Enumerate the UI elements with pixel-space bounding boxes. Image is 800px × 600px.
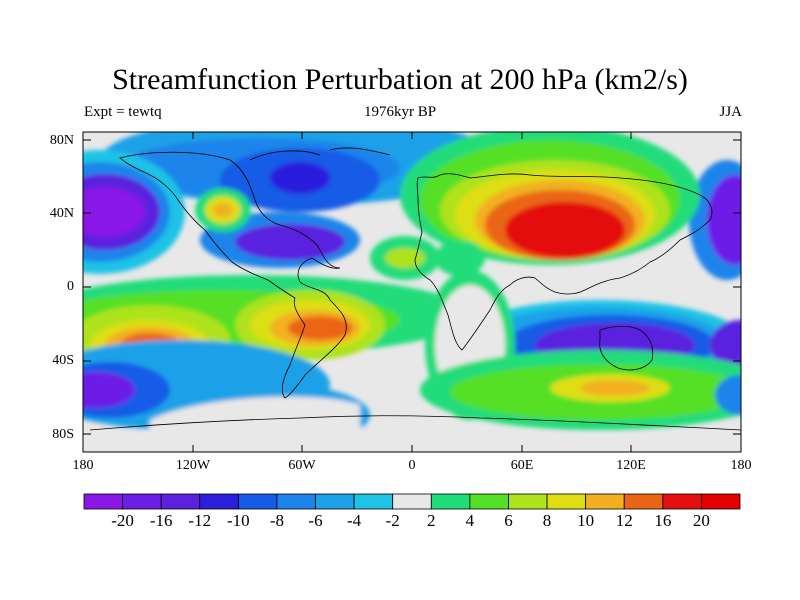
colorbar-swatch <box>469 493 509 510</box>
lon-label-0: 0 <box>408 458 416 473</box>
colorbar-swatch <box>160 493 201 510</box>
colorbar-label: 4 <box>465 511 475 530</box>
lon-label-60e: 60E <box>510 458 534 473</box>
colorbar-swatch <box>199 493 239 510</box>
colorbar-label: -20 <box>111 511 134 530</box>
colorbar-swatch <box>623 493 664 510</box>
colorbar-swatch <box>122 493 162 510</box>
lat-label-40n: 40N <box>49 206 74 221</box>
lat-label-80s: 80S <box>52 427 74 442</box>
lon-label-180e: 180 <box>730 458 752 473</box>
colorbar-label: -2 <box>385 511 400 530</box>
colorbar-label: -8 <box>269 511 285 530</box>
plot-title: Streamfunction Perturbation at 200 hPa (… <box>112 63 688 96</box>
season-label: JJA <box>719 104 742 120</box>
colorbar-swatch <box>353 493 394 510</box>
colorbar-swatch <box>276 493 316 510</box>
lat-label-40s: 40S <box>52 353 74 368</box>
colorbar-label: 6 <box>504 511 513 530</box>
colorbar <box>83 493 741 510</box>
colorbar-label: -16 <box>149 511 173 530</box>
colorbar-swatch <box>662 493 702 510</box>
colorbar-swatch <box>430 493 471 510</box>
lon-label-60w: 60W <box>288 458 316 473</box>
colorbar-swatch <box>237 493 278 510</box>
colorbar-label: -6 <box>308 511 323 530</box>
colorbar-label: -4 <box>347 511 362 530</box>
colorbar-label: 2 <box>427 511 436 530</box>
colorbar-label: 20 <box>692 511 710 530</box>
colorbar-swatch <box>315 493 355 510</box>
colorbar-swatch <box>508 493 548 510</box>
axis-ticks <box>83 132 741 452</box>
colorbar-label: 12 <box>615 511 633 530</box>
time-label: 1976kyr BP <box>363 104 437 120</box>
colorbar-swatch <box>701 493 741 510</box>
colorbar-label: 8 <box>542 511 552 530</box>
coastlines <box>89 147 741 431</box>
colorbar-swatch <box>392 493 432 510</box>
streamfunction-field <box>83 132 741 452</box>
colorbar-swatch <box>546 493 587 510</box>
colorbar-label: -10 <box>227 511 250 530</box>
colorbar-swatch <box>83 493 123 510</box>
lon-label-120e: 120E <box>616 458 646 473</box>
colorbar-swatch <box>585 493 625 510</box>
lat-label-80n: 80N <box>49 133 74 148</box>
colorbar-label: -12 <box>188 511 212 530</box>
colorbar-label: 10 <box>577 511 595 530</box>
lat-label-0: 0 <box>67 279 74 294</box>
experiment-label: Expt = tewtq <box>84 104 162 120</box>
colorbar-label: 16 <box>654 511 672 530</box>
lon-label-180w: 180 <box>72 458 94 473</box>
lon-label-120w: 120W <box>175 458 211 473</box>
